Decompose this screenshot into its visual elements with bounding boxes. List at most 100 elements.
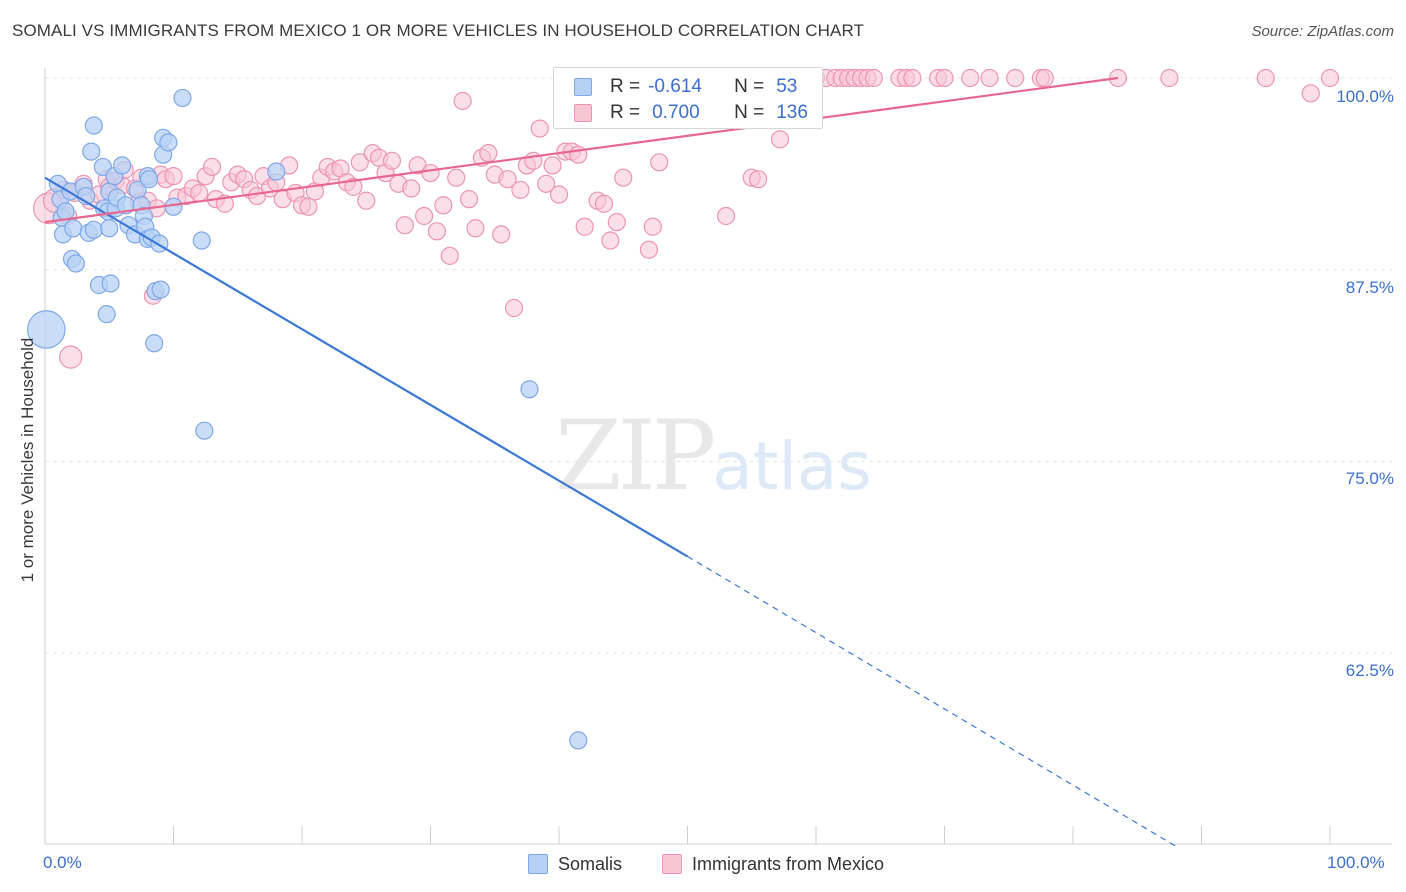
mexico-point xyxy=(395,216,414,235)
y-tick-label-87-5: 87.5% xyxy=(1345,278,1394,297)
r-label: R = xyxy=(610,76,641,97)
mexico-point xyxy=(537,174,556,193)
mexico-point xyxy=(453,91,472,111)
somali-point xyxy=(139,170,159,189)
somali-point xyxy=(66,254,85,273)
r-label: R = xyxy=(610,102,641,123)
mexico-point xyxy=(749,170,768,189)
somali-point xyxy=(56,202,75,221)
mexico-point xyxy=(1320,68,1340,88)
mexico-point xyxy=(299,197,318,216)
somali-point xyxy=(520,380,539,399)
mexico-point xyxy=(716,206,736,226)
mexico-point xyxy=(504,298,524,318)
mexico-point xyxy=(440,246,459,265)
source-label: Source: ZipAtlas.com xyxy=(1251,23,1394,40)
mexico-point xyxy=(549,185,569,204)
mexico-point xyxy=(190,183,209,203)
stats-legend: R = -0.614 N = 53 R = 0.700 N = 136 xyxy=(553,67,823,129)
mexico-point xyxy=(607,213,626,232)
legend-item-mexico: Immigrants from Mexico xyxy=(662,852,884,876)
somali-point xyxy=(26,310,66,349)
somali-point xyxy=(84,220,103,239)
somali-point xyxy=(101,274,120,293)
mexico-legend-swatch xyxy=(662,854,682,874)
mexico-point xyxy=(1256,68,1275,88)
mexico-point xyxy=(357,191,376,210)
mexico-point xyxy=(344,177,363,196)
somalis-r-value: -0.614 xyxy=(648,76,702,97)
mexico-n-value: 136 xyxy=(776,102,808,123)
mexico-point xyxy=(479,144,498,163)
somali-point xyxy=(84,116,103,135)
mexico-point xyxy=(498,170,517,189)
mexico-point xyxy=(434,196,453,215)
mexico-point xyxy=(530,119,549,138)
mexico-point xyxy=(543,156,562,175)
somali-point xyxy=(159,133,178,152)
mexico-point xyxy=(427,222,447,241)
watermark-atlas: atlas xyxy=(712,428,872,505)
mexico-point xyxy=(643,217,662,236)
somali-point xyxy=(267,162,286,181)
mexico-point xyxy=(1035,68,1054,88)
somalis-trend-extension xyxy=(687,555,1177,847)
legend-item-somalis: Somalis xyxy=(528,852,622,876)
mexico-point xyxy=(466,219,485,238)
somalis-legend-label: Somalis xyxy=(558,853,623,874)
mexico-point xyxy=(492,225,511,244)
somali-point xyxy=(97,305,116,324)
mexico-point xyxy=(935,68,954,88)
mexico-point xyxy=(402,179,421,198)
mexico-point xyxy=(164,167,183,186)
y-axis-title: 1 or more Vehicles in Household xyxy=(18,337,37,583)
stats-row-mexico: R = 0.700 N = 136 xyxy=(574,101,808,125)
somali-point xyxy=(112,156,132,175)
somali-point xyxy=(173,88,192,108)
mexico-point xyxy=(639,240,659,259)
mexico-point xyxy=(511,180,530,200)
somali-point xyxy=(145,334,164,353)
somali-point xyxy=(82,142,101,161)
mexico-point xyxy=(980,68,999,88)
somalis-swatch xyxy=(574,78,592,96)
mexico-point xyxy=(421,163,440,183)
somalis-legend-swatch xyxy=(528,854,548,874)
somali-point xyxy=(164,197,183,216)
somali-point xyxy=(64,219,83,238)
mexico-point xyxy=(414,206,434,226)
mexico-point xyxy=(770,130,790,149)
mexico-point xyxy=(1006,68,1025,88)
chart-title: SOMALI VS IMMIGRANTS FROM MEXICO 1 OR MO… xyxy=(12,21,865,40)
mexico-point xyxy=(382,151,402,170)
mexico-point xyxy=(59,345,83,369)
somali-point xyxy=(192,231,211,250)
mexico-swatch xyxy=(574,104,592,122)
mexico-point xyxy=(601,231,620,250)
mexico-point xyxy=(614,168,633,187)
somali-point xyxy=(569,731,588,750)
n-label: N = xyxy=(734,102,765,123)
x-tick-label-0: 0.0% xyxy=(43,853,82,872)
n-label: N = xyxy=(734,76,765,97)
mexico-point xyxy=(1301,84,1320,103)
stats-row-somalis: R = -0.614 N = 53 xyxy=(574,75,797,99)
mexico-point xyxy=(575,217,594,236)
mexico-point xyxy=(864,68,883,88)
somali-point xyxy=(100,219,119,238)
y-tick-label-62-5: 62.5% xyxy=(1345,661,1394,680)
somalis-n-value: 53 xyxy=(776,76,798,97)
x-tick-label-100: 100.0% xyxy=(1327,853,1385,872)
mexico-point xyxy=(202,157,222,177)
y-tick-label-75: 75.0% xyxy=(1345,469,1394,488)
mexico-point xyxy=(459,190,479,209)
somali-point xyxy=(195,421,214,440)
somalis-trend-line xyxy=(44,176,689,558)
mexico-point xyxy=(447,168,466,187)
mexico-point xyxy=(650,153,669,172)
mexico-point xyxy=(1160,68,1179,88)
mexico-point xyxy=(961,68,980,88)
mexico-trend-line xyxy=(44,76,1119,224)
mexico-r-value: 0.700 xyxy=(652,102,700,123)
